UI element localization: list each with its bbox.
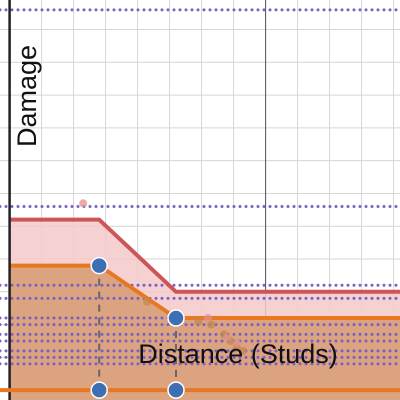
- x-axis-label: Distance (Studs): [138, 339, 338, 369]
- faint-point: [239, 346, 248, 355]
- series-lines: [9, 217, 400, 321]
- faint-point: [143, 297, 152, 306]
- dotted-reference-lines: [0, 8, 400, 366]
- faint-point: [232, 338, 241, 347]
- faint-point: [223, 333, 232, 342]
- control-point[interactable]: [167, 309, 185, 327]
- series-fills: [9, 219, 400, 400]
- faint-point: [204, 314, 212, 323]
- control-point[interactable]: [90, 256, 108, 275]
- control-point[interactable]: [167, 381, 185, 399]
- control-points[interactable]: [90, 256, 185, 399]
- faint-point: [207, 320, 216, 329]
- faint-point: [194, 317, 203, 326]
- y-axis-label: Damage: [12, 45, 42, 147]
- series-line-1: [9, 217, 400, 294]
- control-point[interactable]: [90, 381, 108, 399]
- series-line-2: [9, 263, 400, 321]
- faint-points: [79, 199, 248, 355]
- faint-point: [79, 199, 88, 208]
